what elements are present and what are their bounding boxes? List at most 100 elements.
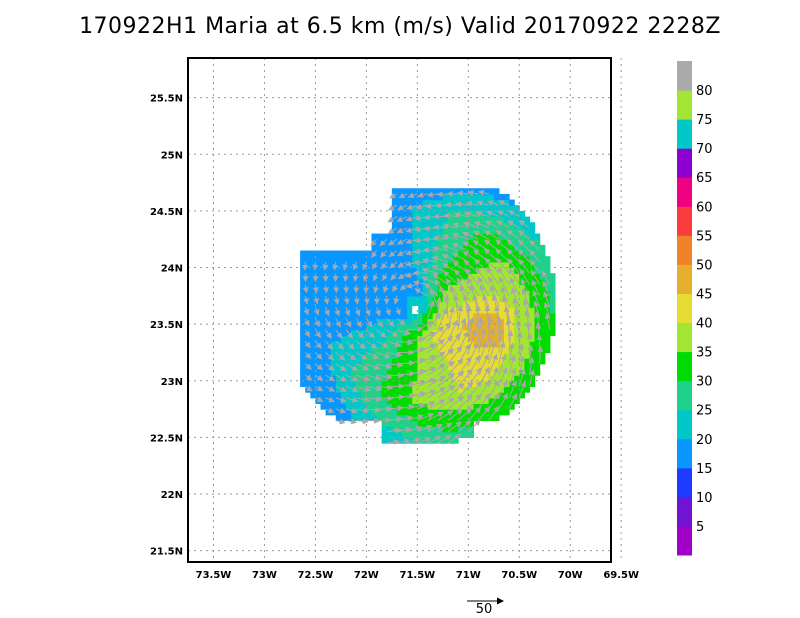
wind-speed-cell xyxy=(310,312,317,320)
wind-vector-arrow xyxy=(447,421,463,433)
wind-speed-cell xyxy=(320,358,327,365)
wind-speed-cell xyxy=(503,222,510,229)
wind-vector-arrow xyxy=(376,384,394,391)
wind-speed-cell xyxy=(325,403,332,410)
wind-speed-cell xyxy=(534,233,541,240)
wind-vector-arrow xyxy=(304,329,310,338)
wind-speed-cell xyxy=(376,284,383,291)
wind-vector-arrow xyxy=(366,363,381,370)
colorbar-segment xyxy=(677,409,692,440)
wind-vector-arrow xyxy=(304,340,311,349)
wind-vector-arrow xyxy=(544,312,551,330)
wind-speed-cell xyxy=(391,210,398,218)
wind-speed-cell xyxy=(361,392,367,399)
wind-speed-cell xyxy=(509,307,515,314)
wind-vector-arrow xyxy=(385,306,391,316)
wind-vector-arrow xyxy=(406,437,422,444)
wind-speed-cell xyxy=(524,386,531,393)
wind-speed-cell xyxy=(478,295,485,303)
wind-speed-cell xyxy=(473,312,480,320)
wind-speed-cell xyxy=(447,233,454,240)
wind-speed-cell xyxy=(345,352,352,359)
wind-speed-cell xyxy=(381,358,388,365)
wind-speed-cell xyxy=(381,267,388,274)
wind-speed-cell xyxy=(514,363,520,371)
wind-speed-cell xyxy=(325,278,332,286)
wind-speed-cell xyxy=(442,358,449,365)
wind-vector-arrow xyxy=(376,329,387,338)
wind-speed-cell xyxy=(539,267,546,274)
wind-speed-cell xyxy=(412,295,418,303)
wind-speed-cell xyxy=(447,210,454,218)
wind-speed-cell xyxy=(330,329,337,337)
wind-speed-cell xyxy=(366,403,373,410)
wind-vector-arrow xyxy=(441,233,459,240)
wind-vector-arrow xyxy=(451,232,469,240)
wind-vector-arrow xyxy=(325,386,336,392)
wind-vector-arrow xyxy=(518,258,530,274)
wind-speed-cell xyxy=(463,256,469,263)
wind-vector-arrow xyxy=(386,340,402,347)
wind-speed-cell xyxy=(356,397,362,405)
wind-speed-cell xyxy=(503,273,510,280)
wind-vector-arrow xyxy=(467,367,482,387)
wind-speed-cell xyxy=(468,431,474,439)
wind-speed-cell xyxy=(320,341,327,348)
wind-speed-cell xyxy=(386,346,393,354)
wind-speed-cell xyxy=(473,324,480,331)
wind-speed-cell xyxy=(376,403,383,410)
wind-speed-cell xyxy=(468,199,474,206)
wind-speed-cell xyxy=(381,369,388,376)
wind-speed-cell xyxy=(463,188,469,195)
wind-speed-cell xyxy=(483,414,490,422)
wind-speed-cell xyxy=(437,420,444,427)
wind-speed-cell xyxy=(483,335,490,342)
wind-speed-cell xyxy=(361,358,367,365)
wind-vector-arrow xyxy=(439,285,449,308)
wind-speed-cell xyxy=(493,261,500,269)
wind-speed-cell xyxy=(366,335,373,342)
wind-vector-arrow xyxy=(325,396,335,403)
wind-speed-cell xyxy=(320,307,327,314)
wind-speed-cell xyxy=(402,363,408,371)
wind-speed-cell xyxy=(325,301,332,308)
wind-vector-arrow xyxy=(533,300,541,319)
wind-speed-cell xyxy=(376,380,383,388)
wind-speed-cell xyxy=(412,210,418,218)
wind-vector-arrow xyxy=(332,261,339,271)
wind-vector-arrow xyxy=(506,229,520,240)
wind-speed-cell xyxy=(315,261,322,269)
wind-speed-cell xyxy=(437,267,444,274)
wind-speed-cell xyxy=(468,295,474,303)
wind-speed-cell xyxy=(468,227,474,235)
wind-speed-cell xyxy=(417,222,424,229)
wind-vector-arrow xyxy=(485,210,500,218)
wind-speed-cell xyxy=(356,380,362,388)
wind-speed-cell xyxy=(509,301,515,308)
wind-speed-cell xyxy=(524,363,531,371)
wind-speed-cell xyxy=(396,244,403,252)
wind-vector-arrow xyxy=(518,380,527,398)
wind-speed-cell xyxy=(458,250,464,257)
wind-vector-arrow xyxy=(529,240,541,251)
wind-vector-arrow xyxy=(531,279,541,297)
wind-speed-cell xyxy=(534,261,541,269)
wind-speed-cell xyxy=(371,380,378,388)
wind-speed-cell xyxy=(340,329,347,337)
wind-speed-cell xyxy=(529,312,536,320)
wind-speed-cell xyxy=(478,273,485,280)
wind-speed-cell xyxy=(330,301,337,308)
wind-speed-cell xyxy=(366,346,373,354)
wind-speed-cell xyxy=(514,227,520,235)
wind-speed-cell xyxy=(396,431,403,439)
colorbar-label: 70 xyxy=(696,142,713,157)
wind-speed-cell xyxy=(402,278,408,286)
longitude-tick-label: 73W xyxy=(252,570,277,581)
wind-speed-cell xyxy=(386,335,393,342)
wind-speed-cell xyxy=(356,409,362,416)
wind-speed-cell xyxy=(453,341,459,348)
wind-speed-cell xyxy=(509,363,515,371)
wind-vector-arrow xyxy=(432,273,449,285)
wind-speed-cell xyxy=(407,363,413,371)
wind-speed-cell xyxy=(396,284,403,291)
